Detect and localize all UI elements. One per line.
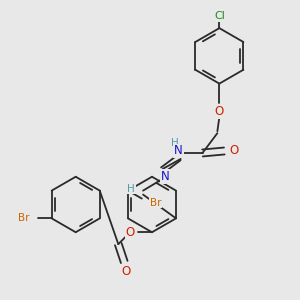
Text: H: H [171,138,178,148]
Text: O: O [215,105,224,118]
Text: O: O [122,266,131,278]
Text: Br: Br [18,213,30,224]
Text: H: H [127,184,135,194]
Text: Cl: Cl [214,11,225,21]
Text: O: O [126,226,135,239]
Text: N: N [174,145,183,158]
Text: Br: Br [150,197,161,208]
Text: N: N [160,170,169,183]
Text: O: O [230,145,239,158]
